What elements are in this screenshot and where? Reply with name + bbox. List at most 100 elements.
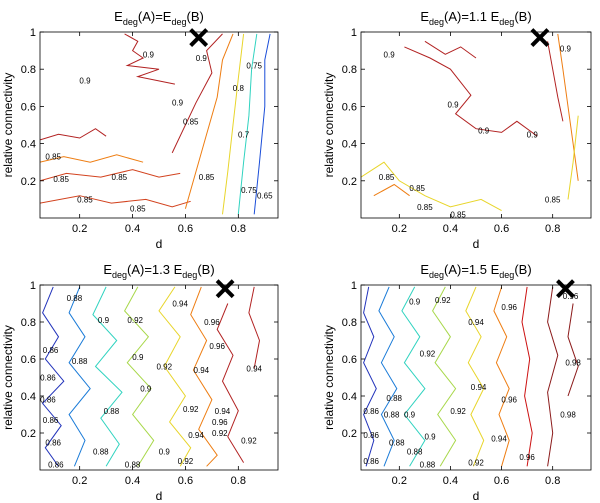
y-tick-label: 1: [30, 27, 36, 39]
y-tick-label: 0.2: [342, 428, 357, 440]
x-axis-label: d: [473, 237, 480, 251]
x-tick-label: 0.4: [125, 475, 140, 487]
x-axis-label: d: [473, 489, 480, 503]
x-tick-label: 0.8: [545, 223, 560, 235]
y-tick-label: 0.4: [21, 139, 36, 151]
contour-label: 0.88: [67, 294, 83, 303]
contour-label: 0.96: [212, 418, 228, 427]
y-tick-label: 0.6: [342, 354, 357, 366]
contour-label: 0.85: [183, 117, 199, 126]
chart-panel-1: 0.9 0.9 0.9 0.9 0.85 0.85 0.85 0.85 0.85 0.85 0.85…: [1, 9, 279, 251]
contour-line-level-7: [521, 286, 533, 467]
x-axis-label: d: [156, 489, 163, 503]
y-tick-label: 0.8: [21, 64, 36, 76]
contour-label: 0.86: [43, 346, 59, 355]
chart-title: Edeg(A)=1.5 Edeg(B): [420, 262, 531, 280]
contour-line-level-3: [92, 286, 123, 467]
contour-line-level-1: [171, 33, 223, 154]
x-tick-label: 0.8: [231, 475, 246, 487]
contour-label: 0.85: [545, 195, 561, 204]
y-tick-label: 0.6: [342, 101, 357, 113]
plot-frame: [360, 284, 592, 471]
contour-line-level-2: [40, 169, 181, 182]
chart-panel-3: 0.88 0.88 0.88 0.88 0.88 0.86 0.86 0.86 0.86 0.86…: [1, 262, 279, 503]
y-tick-label: 0.8: [342, 64, 357, 76]
contour-line-level-1: [547, 41, 564, 122]
contour-label: 0.9: [424, 433, 436, 442]
x-tick-label: 0.6: [178, 223, 193, 235]
contour-label: 0.92: [420, 349, 436, 358]
contour-label: 0.86: [363, 407, 379, 416]
contour-line-level-3: [361, 161, 502, 212]
y-tick-label: 0.8: [21, 317, 36, 329]
contour-label: 0.85: [53, 175, 69, 184]
contour-label: 0.88: [420, 460, 436, 469]
contour-line-level-8: [547, 286, 559, 467]
contour-label: 0.92: [450, 407, 466, 416]
contour-line-level-6: [493, 286, 510, 467]
contour-label: 0.86: [45, 438, 61, 447]
contour-label: 0.86: [363, 457, 379, 466]
contour-line-level-5: [237, 33, 258, 215]
chart-panel-4: 0.9 0.92 0.92 0.92 0.92 0.94 0.94 0.94 0.96 0.96 0…: [322, 262, 592, 503]
contour-line-level-7: [216, 303, 245, 463]
contour-label: 0.9: [98, 316, 110, 325]
contour-label: 0.86: [40, 374, 56, 383]
contour-label: 0.9: [159, 448, 171, 457]
contour-label: 0.75: [241, 186, 257, 195]
contour-label: 0.85: [379, 173, 395, 182]
x-tick-label: 0.8: [231, 223, 246, 235]
contour-label: 0.9: [447, 101, 459, 110]
chart-panel-2: 0.9 0.9 0.9 0.9 0.9 0.85 0.85 0.85 0.85 0.85 0.2 0.…: [322, 9, 592, 251]
contour-label: 0.85: [112, 173, 128, 182]
contour-label: 0.86: [363, 431, 379, 440]
contour-line-level-1: [124, 33, 175, 85]
y-tick-label: 0.6: [21, 354, 36, 366]
contour-line-level-2: [378, 286, 398, 467]
y-tick-label: 0.6: [21, 101, 36, 113]
contour-label: 0.86: [43, 416, 59, 425]
contour-line-level-4: [432, 286, 457, 467]
contour-label: 0.9: [143, 50, 155, 59]
contour-label: 0.96: [501, 396, 517, 405]
y-tick-label: 1: [351, 280, 357, 292]
contour-label: 0.94: [215, 407, 231, 416]
chart-title: Edeg(A)=1.3 Edeg(B): [103, 262, 214, 280]
contour-label: 0.85: [130, 205, 146, 214]
chart-title: Edeg(A)=1.1 Edeg(B): [420, 9, 531, 27]
contour-label: 0.94: [172, 300, 188, 309]
contour-label: 0.9: [478, 127, 490, 136]
x-tick-label: 0.6: [178, 475, 193, 487]
contour-label: 0.94: [471, 383, 487, 392]
contour-line-level-4: [222, 33, 245, 215]
contour-label: 0.85: [450, 210, 466, 219]
x-marker: [189, 28, 209, 47]
contour-label: 0.88: [93, 448, 109, 457]
contour-label: 0.92: [183, 405, 199, 414]
contour-line-level-2: [68, 286, 91, 467]
y-tick-label: 0.2: [342, 176, 357, 188]
contour-label: 0.9: [527, 130, 539, 139]
y-axis-label: relative connectivity: [322, 325, 336, 430]
contour-label: 0.8: [233, 84, 245, 93]
contour-line-level-1: [41, 286, 65, 467]
chart-title: Edeg(A)=Edeg(B): [114, 9, 204, 27]
x-tick-label: 0.2: [392, 475, 407, 487]
contour-label: 0.94: [188, 431, 204, 440]
contour-lines: [363, 286, 579, 467]
contour-label: 0.9: [560, 45, 572, 54]
contour-line-level-3: [401, 286, 426, 467]
contour-label: 0.85: [77, 195, 93, 204]
contour-label: 0.9: [132, 353, 144, 362]
contour-label: 0.9: [196, 54, 208, 63]
contour-label: 0.86: [40, 396, 56, 405]
contour-label: 0.94: [246, 364, 262, 373]
y-tick-label: 1: [351, 27, 357, 39]
contour-label: 0.9: [404, 411, 416, 420]
contour-label: 0.85: [45, 153, 61, 162]
contour-label: 0.9: [172, 99, 184, 108]
contour-line-level-2: [373, 183, 410, 197]
contour-label: 0.9: [79, 76, 91, 85]
contour-line-level-3: [40, 154, 144, 163]
contour-line-level-6: [253, 33, 271, 215]
